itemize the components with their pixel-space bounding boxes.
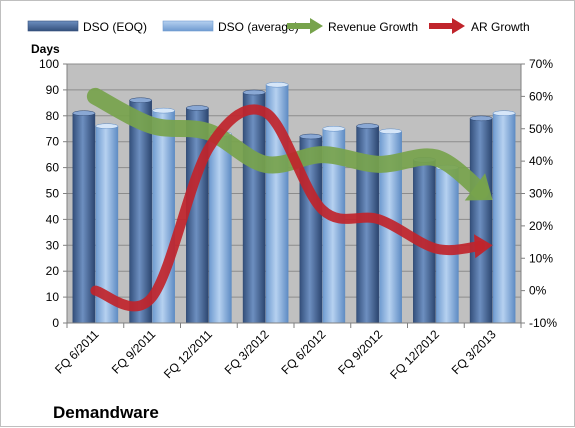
company-label: Demandware bbox=[53, 403, 159, 422]
y2-tick-label-7: 60% bbox=[529, 89, 553, 103]
bar-dso-eoq-7 bbox=[469, 118, 493, 324]
bar-cap-dso-eoq-3 bbox=[242, 89, 266, 96]
y-tick-label-90: 90 bbox=[46, 83, 60, 97]
y2-tick-label-6: 50% bbox=[529, 122, 553, 136]
bar-cap-dso-average-7 bbox=[492, 110, 516, 116]
x-tick-label-1: FQ 9/2011 bbox=[109, 327, 159, 377]
bar-cap-dso-average-3 bbox=[265, 81, 289, 88]
bar-cap-dso-eoq-2 bbox=[186, 105, 209, 111]
x-tick-label-5: FQ 9/2012 bbox=[335, 327, 385, 377]
bar-dso-eoq-1 bbox=[129, 99, 152, 324]
bar-dso-average-2 bbox=[209, 133, 232, 324]
x-tick-label-7: FQ 3/2013 bbox=[449, 327, 499, 377]
legend-arrow-ar-growth bbox=[429, 18, 465, 34]
legend-label-dso-average: DSO (average) bbox=[218, 20, 299, 34]
y-tick-label-40: 40 bbox=[46, 212, 60, 226]
legend-swatch-dso-average bbox=[162, 20, 214, 32]
bar-dso-eoq-3 bbox=[242, 92, 266, 324]
legend-swatch-dso-eoq bbox=[27, 20, 79, 32]
y2-tick-label-1: 0% bbox=[529, 284, 547, 298]
y-tick-label-100: 100 bbox=[39, 57, 59, 71]
legend-label-ar-growth: AR Growth bbox=[471, 20, 530, 34]
bar-cap-dso-average-1 bbox=[152, 107, 175, 114]
revenue-growth-arrowhead bbox=[464, 173, 493, 201]
y-tick-label-70: 70 bbox=[46, 135, 60, 149]
y-tick-label-80: 80 bbox=[46, 109, 60, 123]
bar-cap-dso-average-5 bbox=[379, 128, 402, 135]
y-axis-title: Days bbox=[31, 42, 60, 56]
revenue-growth-line bbox=[86, 87, 489, 200]
x-tick-label-2: FQ 12/2011 bbox=[161, 327, 215, 381]
bar-dso-eoq-2 bbox=[186, 107, 209, 324]
x-tick-label-3: FQ 3/2012 bbox=[222, 327, 272, 377]
x-tick-label-0: FQ 6/2011 bbox=[52, 327, 102, 377]
bars bbox=[72, 81, 516, 324]
y2-tick-label-2: 10% bbox=[529, 251, 553, 265]
y2-tick-label-0: -10% bbox=[529, 316, 557, 330]
y2-tick-label-5: 40% bbox=[529, 154, 553, 168]
y-tick-label-20: 20 bbox=[46, 264, 60, 278]
bar-cap-dso-average-0 bbox=[95, 123, 119, 129]
bar-cap-dso-eoq-1 bbox=[129, 97, 152, 104]
y2-tick-label-4: 30% bbox=[529, 187, 553, 201]
y2-tick-label-8: 70% bbox=[529, 57, 553, 71]
bar-cap-dso-eoq-4 bbox=[299, 133, 323, 140]
bar-cap-dso-average-4 bbox=[322, 126, 346, 132]
y-tick-label-30: 30 bbox=[46, 238, 60, 252]
legend: DSO (EOQ) DSO (average) Revenue Growth A… bbox=[27, 18, 530, 34]
y2-tick-label-3: 20% bbox=[529, 219, 553, 233]
x-tick-label-6: FQ 12/2012 bbox=[387, 327, 442, 382]
ar-growth-arrowhead bbox=[474, 234, 493, 259]
y-tick-label-0: 0 bbox=[52, 316, 59, 330]
y-tick-label-60: 60 bbox=[46, 161, 60, 175]
bar-cap-dso-eoq-5 bbox=[356, 123, 379, 129]
lines bbox=[86, 87, 493, 312]
legend-label-revenue-growth: Revenue Growth bbox=[328, 20, 418, 34]
bar-cap-dso-eoq-0 bbox=[72, 110, 96, 116]
legend-label-dso-eoq: DSO (EOQ) bbox=[83, 20, 147, 34]
bar-cap-dso-eoq-7 bbox=[469, 115, 493, 122]
legend-arrow-revenue-growth bbox=[287, 18, 323, 34]
y-tick-label-50: 50 bbox=[46, 187, 60, 201]
x-tick-label-4: FQ 6/2012 bbox=[279, 327, 329, 377]
bar-dso-average-7 bbox=[492, 112, 516, 324]
y-tick-label-10: 10 bbox=[46, 290, 60, 304]
ar-growth-line bbox=[90, 104, 486, 312]
